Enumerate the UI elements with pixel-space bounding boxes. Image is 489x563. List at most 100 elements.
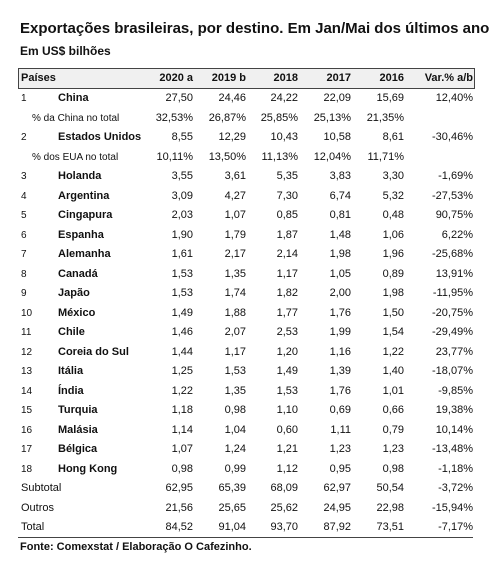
cell: -25,68% (432, 248, 473, 260)
cell: 0,98 (224, 404, 246, 416)
cell: 1,53 (276, 384, 298, 397)
cell: 1,21 (276, 443, 298, 455)
cell: 0,79 (382, 423, 404, 436)
cell: 1,07 (224, 209, 246, 221)
cell: 25,65 (218, 501, 246, 514)
cell: 1,53 (171, 287, 193, 299)
cell: 93,70 (270, 521, 298, 533)
country-name: Canadá (58, 267, 98, 280)
cell: 1,48 (329, 228, 351, 241)
cell: 0,99 (224, 462, 246, 475)
rank: 6 (21, 229, 27, 241)
cell: 62,97 (323, 482, 351, 494)
cell: 62,95 (165, 482, 193, 494)
cell: 1,76 (329, 384, 351, 397)
column-header: 2020 a (159, 72, 193, 84)
cell: 7,30 (276, 189, 298, 202)
total-label: Outros (21, 501, 55, 514)
country-name: Espanha (58, 228, 104, 241)
total-label: Subtotal (21, 482, 62, 494)
cell: 1,53 (171, 267, 193, 280)
cell: 0,85 (276, 209, 298, 221)
rank: 7 (21, 249, 27, 260)
total-label: Total (21, 521, 45, 533)
cell: 11,71% (367, 150, 405, 163)
cell: 1,50 (382, 306, 404, 319)
rank: 13 (21, 366, 33, 377)
country-name: China (58, 92, 89, 104)
rank: 17 (21, 444, 33, 455)
country-name: Japão (58, 287, 90, 299)
cell: 1,35 (224, 384, 246, 397)
cell: 3,30 (382, 170, 404, 182)
cell: -1,69% (438, 170, 473, 182)
cell: 73,51 (376, 521, 404, 533)
cell: -11,95% (432, 287, 473, 299)
cell: 32,53% (155, 111, 193, 124)
cell: 1,79 (224, 228, 246, 241)
cell: 1,17 (276, 267, 298, 280)
rank: 2 (21, 132, 27, 143)
cell: 1,49 (171, 306, 193, 319)
column-header: 2017 (326, 72, 351, 84)
cell: 8,55 (171, 131, 193, 143)
cell: 3,61 (224, 170, 246, 182)
cell: 1,24 (224, 443, 246, 455)
cell: 0,98 (171, 462, 193, 475)
cell: 1,18 (171, 404, 193, 416)
cell: 2,07 (224, 326, 246, 338)
rank: 10 (21, 307, 33, 319)
cell: 13,91% (435, 267, 473, 280)
cell: 1,07 (171, 443, 193, 455)
country-name: Hong Kong (58, 462, 118, 475)
cell: 27,50 (165, 92, 193, 104)
cell: 1,82 (276, 287, 298, 299)
cell: 1,35 (224, 267, 246, 280)
cell: 24,22 (270, 92, 298, 104)
rank: 12 (21, 346, 33, 358)
cell: 90,75% (435, 209, 473, 221)
cell: 1,22 (382, 345, 404, 358)
cell: 2,53 (276, 326, 298, 338)
cell: 23,77% (435, 345, 473, 358)
column-header: Países (21, 72, 56, 84)
cell: 21,56 (165, 501, 193, 514)
cell: 1,76 (329, 306, 351, 319)
cell: 1,99 (329, 326, 351, 338)
cell: 3,55 (171, 170, 193, 182)
cell: 1,77 (276, 306, 298, 319)
cell: 1,98 (329, 248, 351, 260)
cell: -18,07% (432, 365, 473, 377)
country-name: Argentina (58, 189, 110, 202)
country-name: Holanda (58, 170, 102, 182)
rank: 9 (21, 288, 27, 299)
cell: 11,13% (261, 150, 299, 163)
cell: 25,13% (313, 111, 351, 124)
cell: 26,87% (208, 111, 246, 124)
cell: 25,62 (270, 501, 298, 514)
cell: 1,10 (276, 404, 298, 416)
cell: 1,23 (329, 443, 351, 455)
country-name: Bélgica (58, 443, 98, 455)
cell: 2,14 (276, 248, 298, 260)
cell: 1,25 (171, 365, 193, 377)
cell: 1,01 (382, 384, 404, 397)
rank: 18 (21, 463, 33, 475)
cell: 91,04 (218, 521, 246, 533)
cell: 1,06 (382, 228, 404, 241)
cell: 21,35% (366, 111, 404, 124)
cell: 1,17 (224, 345, 246, 358)
cell: -9,85% (438, 384, 473, 397)
cell: 1,20 (276, 345, 298, 358)
cell: 3,09 (171, 189, 193, 202)
cell: 8,61 (382, 131, 404, 143)
country-name: Itália (58, 365, 84, 377)
cell: 1,14 (171, 423, 193, 436)
rank: 15 (21, 405, 33, 416)
cell: -15,94% (432, 501, 473, 514)
cell: 22,09 (323, 92, 351, 104)
rank: 8 (21, 268, 27, 280)
cell: 15,69 (376, 92, 404, 104)
cell: 0,89 (382, 267, 404, 280)
